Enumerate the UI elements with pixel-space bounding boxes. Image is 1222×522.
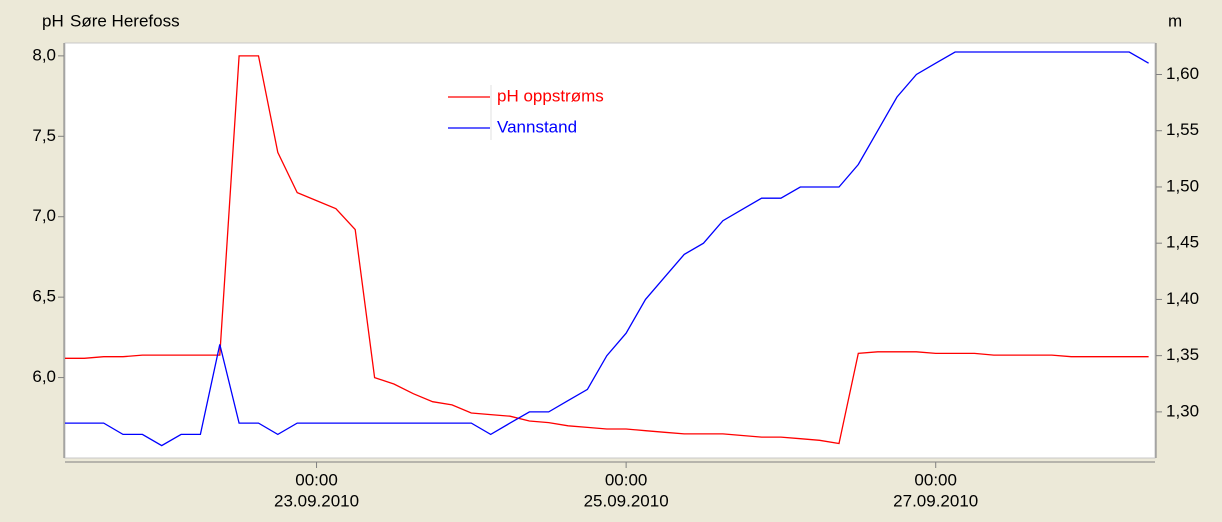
y2-tick-label: 1,55: [1166, 120, 1199, 139]
x-tick-label: 00:00: [914, 470, 957, 489]
y-tick-label: 7,0: [32, 206, 56, 225]
y2-tick-label: 1,50: [1166, 176, 1199, 195]
y2-tick-label: 1,60: [1166, 64, 1199, 83]
y-tick-label: 8,0: [32, 45, 56, 64]
series-line: [65, 51, 1149, 447]
legend-label: Vannstand: [497, 117, 577, 136]
y2-axis-label: m: [1168, 11, 1182, 30]
legend-label: pH oppstrøms: [497, 86, 604, 105]
x-tick-label: 00:00: [295, 470, 338, 489]
x-tick-label: 23.09.2010: [274, 491, 359, 510]
y-tick-label: 6,0: [32, 367, 56, 386]
y-axis-label: pH: [42, 11, 64, 30]
y2-tick-label: 1,40: [1166, 289, 1199, 308]
chart-title: Søre Herefoss: [70, 11, 180, 30]
y-tick-label: 6,5: [32, 287, 56, 306]
plot-area: [64, 42, 1156, 459]
y2-tick-label: 1,35: [1166, 345, 1199, 364]
x-tick-label: 25.09.2010: [584, 491, 669, 510]
x-tick-label: 00:00: [605, 470, 648, 489]
y-tick-label: 7,5: [32, 126, 56, 145]
y2-tick-label: 1,30: [1166, 401, 1199, 420]
series-line: [65, 55, 1149, 445]
x-tick-label: 27.09.2010: [893, 491, 978, 510]
y2-tick-label: 1,45: [1166, 233, 1199, 252]
